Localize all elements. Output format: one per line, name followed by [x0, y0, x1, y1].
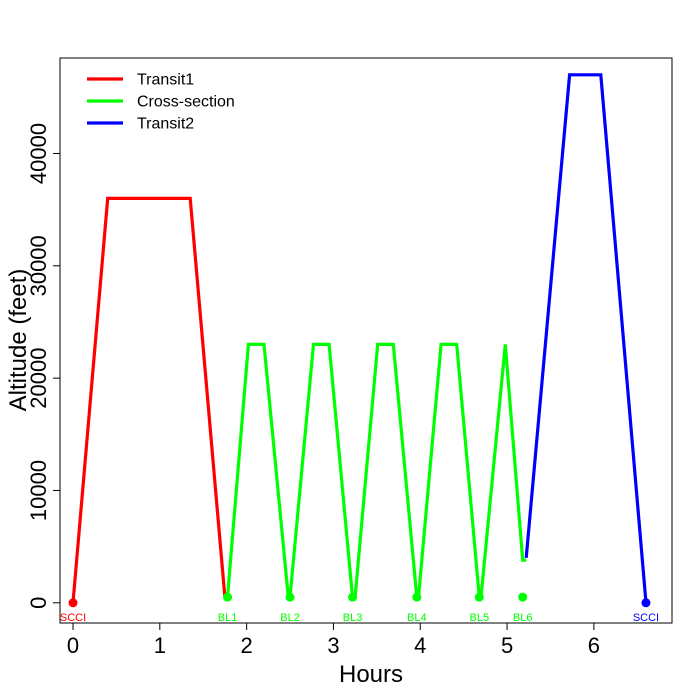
- y-tick-label: 20000: [26, 348, 51, 409]
- x-tick-label: 6: [588, 633, 600, 658]
- x-tick-label: 2: [241, 633, 253, 658]
- y-tick-label: 40000: [26, 123, 51, 184]
- point-label-bl3: BL3: [343, 612, 363, 624]
- point-marker-bl5: [474, 592, 484, 602]
- y-axis: 0 10000 20000 30000 40000: [26, 123, 61, 609]
- point-label-scci: SCCI: [60, 612, 86, 624]
- point-marker-bl6: [518, 592, 528, 602]
- point-marker-bl3: [348, 592, 358, 602]
- x-tick-label: 1: [154, 633, 166, 658]
- y-axis-title: Altitude (feet): [5, 269, 32, 412]
- x-tick-label: 4: [414, 633, 426, 658]
- point-marker-bl4: [412, 592, 422, 602]
- point-marker-scci: [641, 598, 651, 608]
- legend-label-cross-section: Cross-section: [137, 94, 235, 111]
- legend-label-transit2: Transit2: [137, 116, 194, 133]
- point-label-bl4: BL4: [407, 612, 427, 624]
- points-layer: SCCI BL1 BL2 BL3 BL4 BL5 BL6 SCCI: [60, 592, 659, 624]
- point-label-scci: SCCI: [633, 612, 659, 624]
- point-label-bl2: BL2: [280, 612, 300, 624]
- point-label-bl5: BL5: [469, 612, 489, 624]
- x-tick-label: 5: [501, 633, 513, 658]
- point-marker-scci: [68, 598, 78, 608]
- series-line-transit2: [524, 73, 648, 603]
- point-marker-bl2: [285, 592, 295, 602]
- x-axis: 0 1 2 3 4 5 6: [67, 622, 600, 658]
- y-tick-label: 0: [26, 597, 51, 609]
- y-tick-label: 30000: [26, 235, 51, 296]
- point-label-bl1: BL1: [218, 612, 238, 624]
- series-layer: [71, 73, 648, 603]
- y-tick-label: 10000: [26, 460, 51, 521]
- x-tick-label: 3: [327, 633, 339, 658]
- legend: Transit1 Cross-section Transit2: [87, 72, 235, 133]
- point-label-bl6: BL6: [513, 612, 533, 624]
- point-marker-bl1: [223, 592, 233, 602]
- x-axis-title: Hours: [339, 661, 403, 688]
- series-line-transit1: [71, 196, 227, 603]
- x-tick-label: 0: [67, 633, 79, 658]
- plot-frame: [59, 57, 673, 624]
- series-line-cross-section: [224, 342, 527, 599]
- legend-label-transit1: Transit1: [137, 72, 194, 89]
